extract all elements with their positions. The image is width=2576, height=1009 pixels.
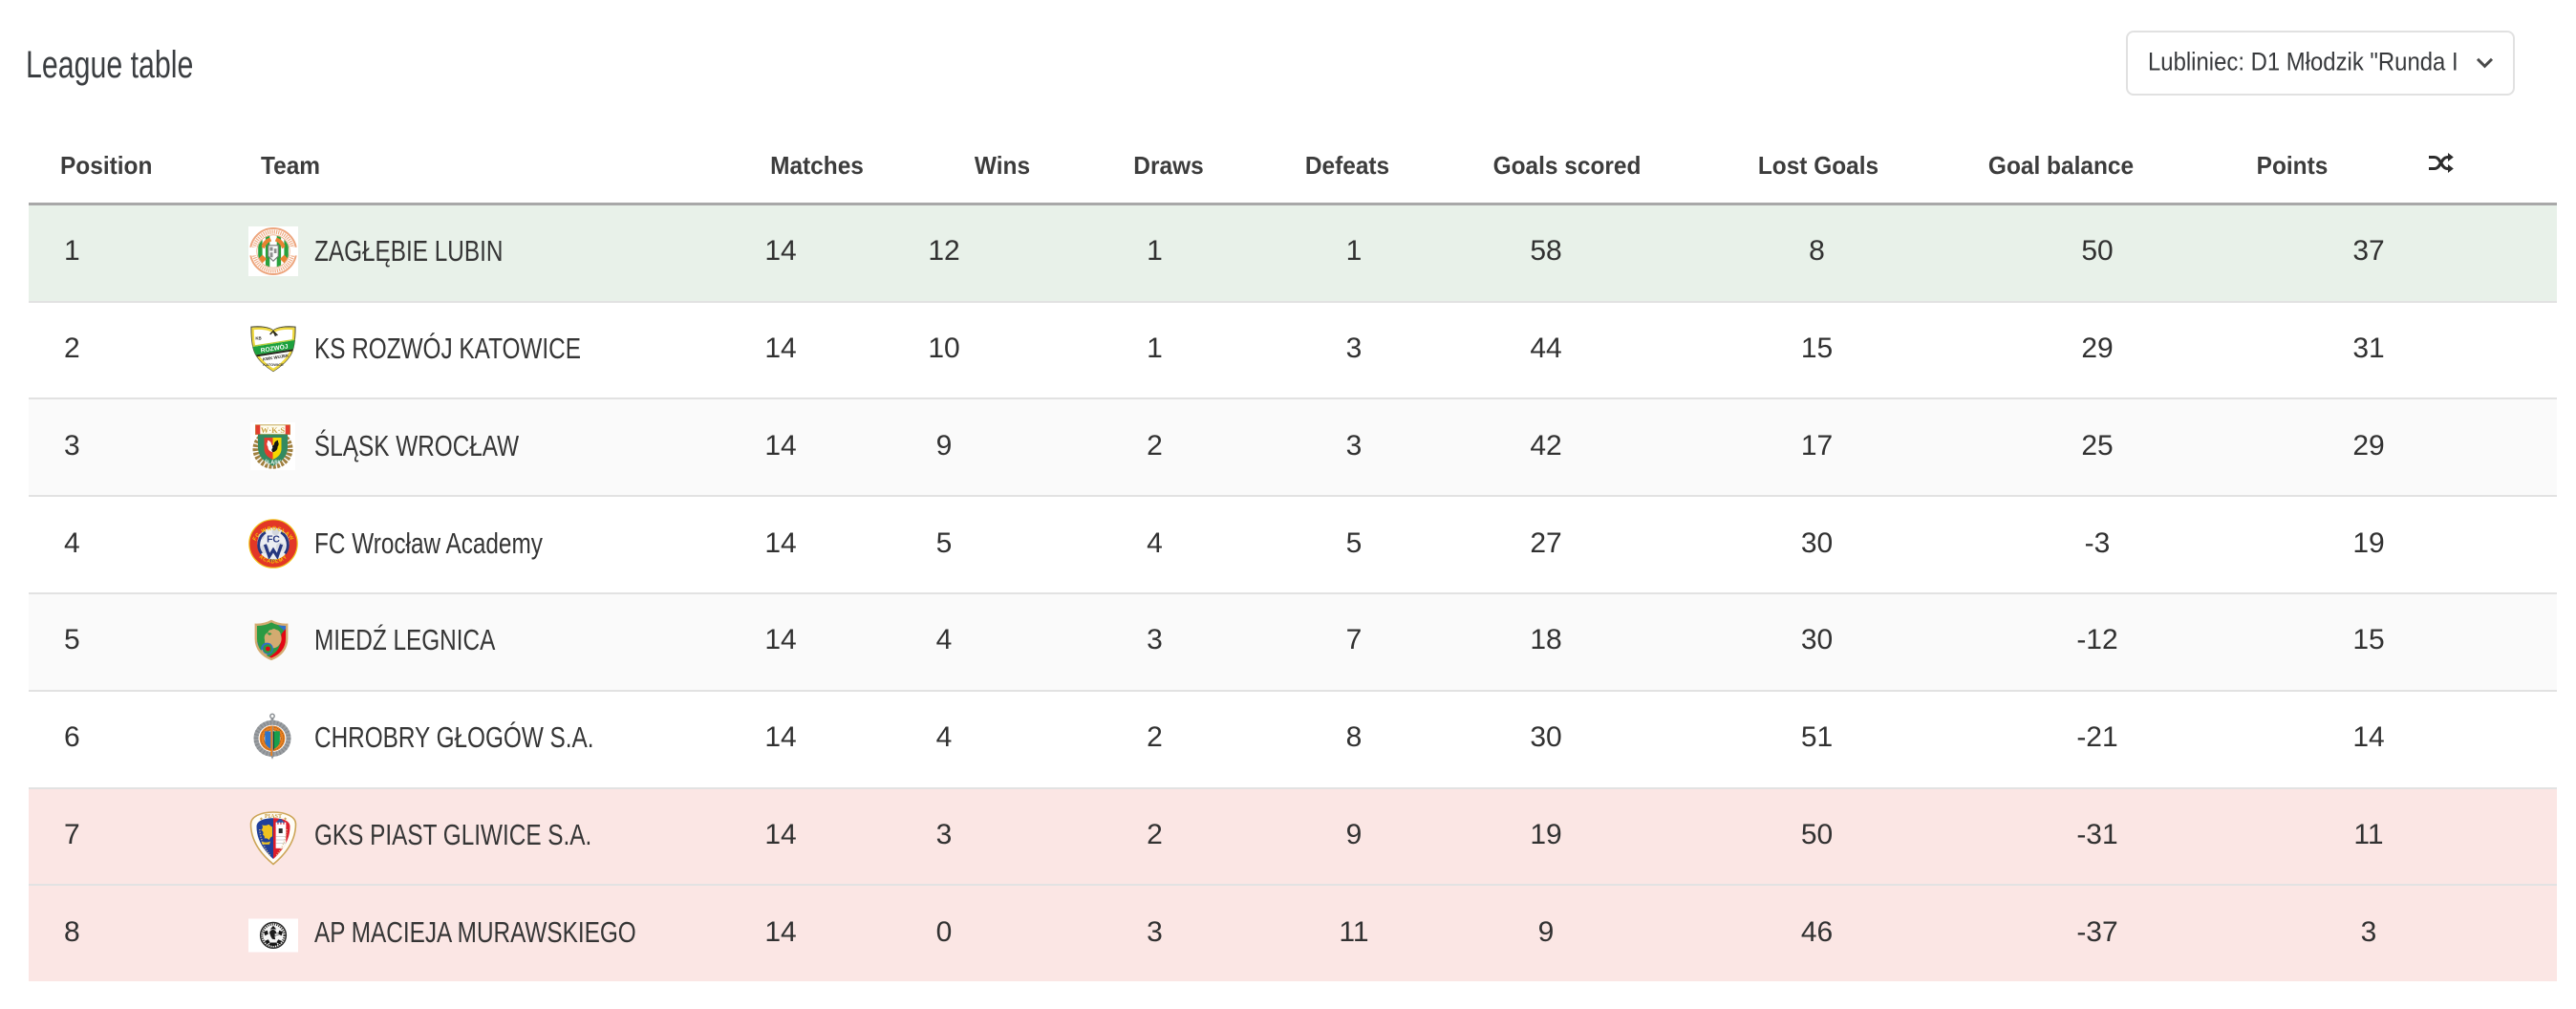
svg-text:ŚLĄSK: ŚLĄSK: [265, 459, 282, 465]
svg-text:W·K·S: W·K·S: [261, 426, 285, 435]
svg-text:ACADEMY: ACADEMY: [258, 554, 290, 566]
svg-text:2014: 2014: [269, 558, 276, 562]
svg-text:KWK WUJEK: KWK WUJEK: [263, 353, 290, 361]
svg-text:KB: KB: [255, 336, 261, 341]
svg-text:FC: FC: [267, 534, 280, 545]
svg-text:PIAST: PIAST: [265, 813, 283, 820]
svg-text:KATOWICE: KATOWICE: [263, 362, 284, 367]
